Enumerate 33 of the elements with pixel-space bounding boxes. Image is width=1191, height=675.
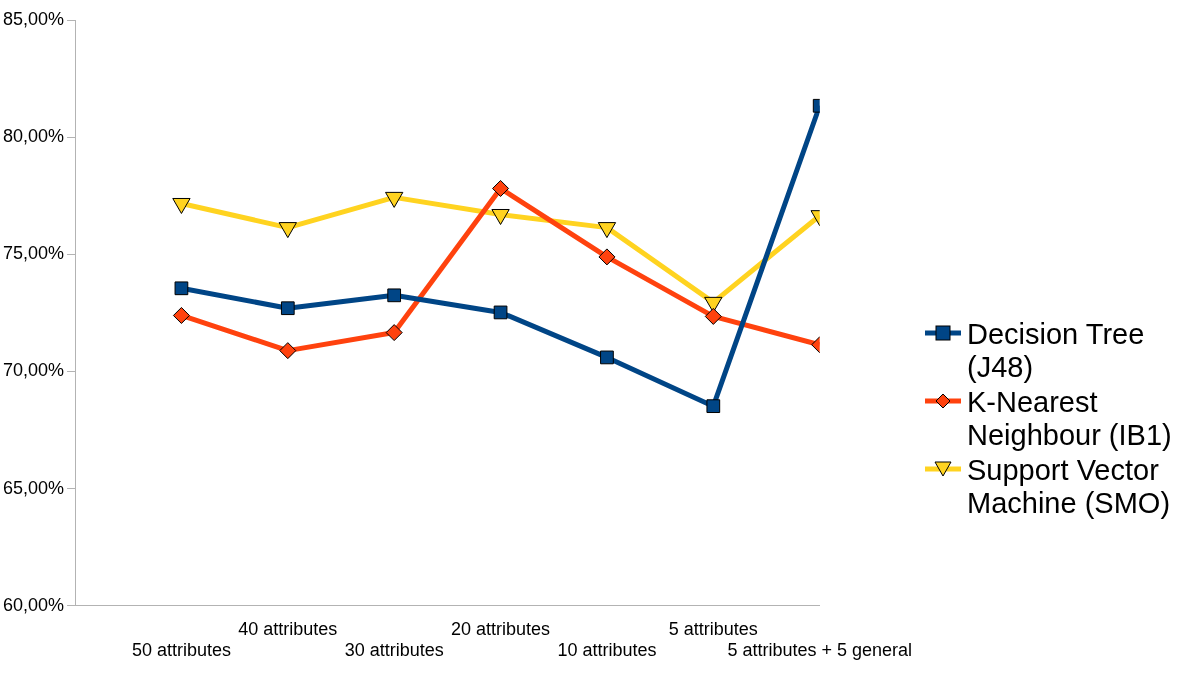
y-tick-label: 60,00% xyxy=(2,594,65,615)
x-tick-label: 10 attributes xyxy=(557,640,657,661)
y-tick-label: 70,00% xyxy=(2,360,65,381)
legend-label: Support Vector Machine (SMO) xyxy=(967,454,1172,520)
point xyxy=(174,281,189,296)
x-tick-label: 40 attributes xyxy=(238,618,338,639)
y-tick-label: 65,00% xyxy=(2,477,65,498)
point xyxy=(491,208,510,225)
point xyxy=(387,288,402,303)
point xyxy=(280,301,295,316)
point xyxy=(279,342,297,360)
y-tick-label: 80,00% xyxy=(2,126,65,147)
x-tick-label: 20 attributes xyxy=(451,618,551,639)
point xyxy=(172,197,191,214)
point xyxy=(493,305,508,320)
point xyxy=(704,307,722,325)
point xyxy=(278,222,297,239)
point xyxy=(600,350,614,365)
point xyxy=(598,248,616,266)
point xyxy=(385,191,404,208)
point xyxy=(597,222,617,239)
y-tick-label: 75,00% xyxy=(2,243,65,264)
x-tick-label: 30 attributes xyxy=(344,640,444,661)
point xyxy=(706,399,721,414)
legend-label: K-Nearest Neighbour (IB1) xyxy=(967,386,1173,452)
x-tick-label: 5 attributes xyxy=(668,618,758,639)
x-tick-label: 50 attributes xyxy=(131,640,231,661)
x-tick-label: 5 attributes + 5 general xyxy=(727,640,912,661)
y-tick-label: 85,00% xyxy=(2,8,65,29)
legend-label: Decision Tree (J48) xyxy=(967,318,1146,384)
point xyxy=(704,296,723,313)
point xyxy=(172,306,190,324)
point xyxy=(385,324,403,342)
